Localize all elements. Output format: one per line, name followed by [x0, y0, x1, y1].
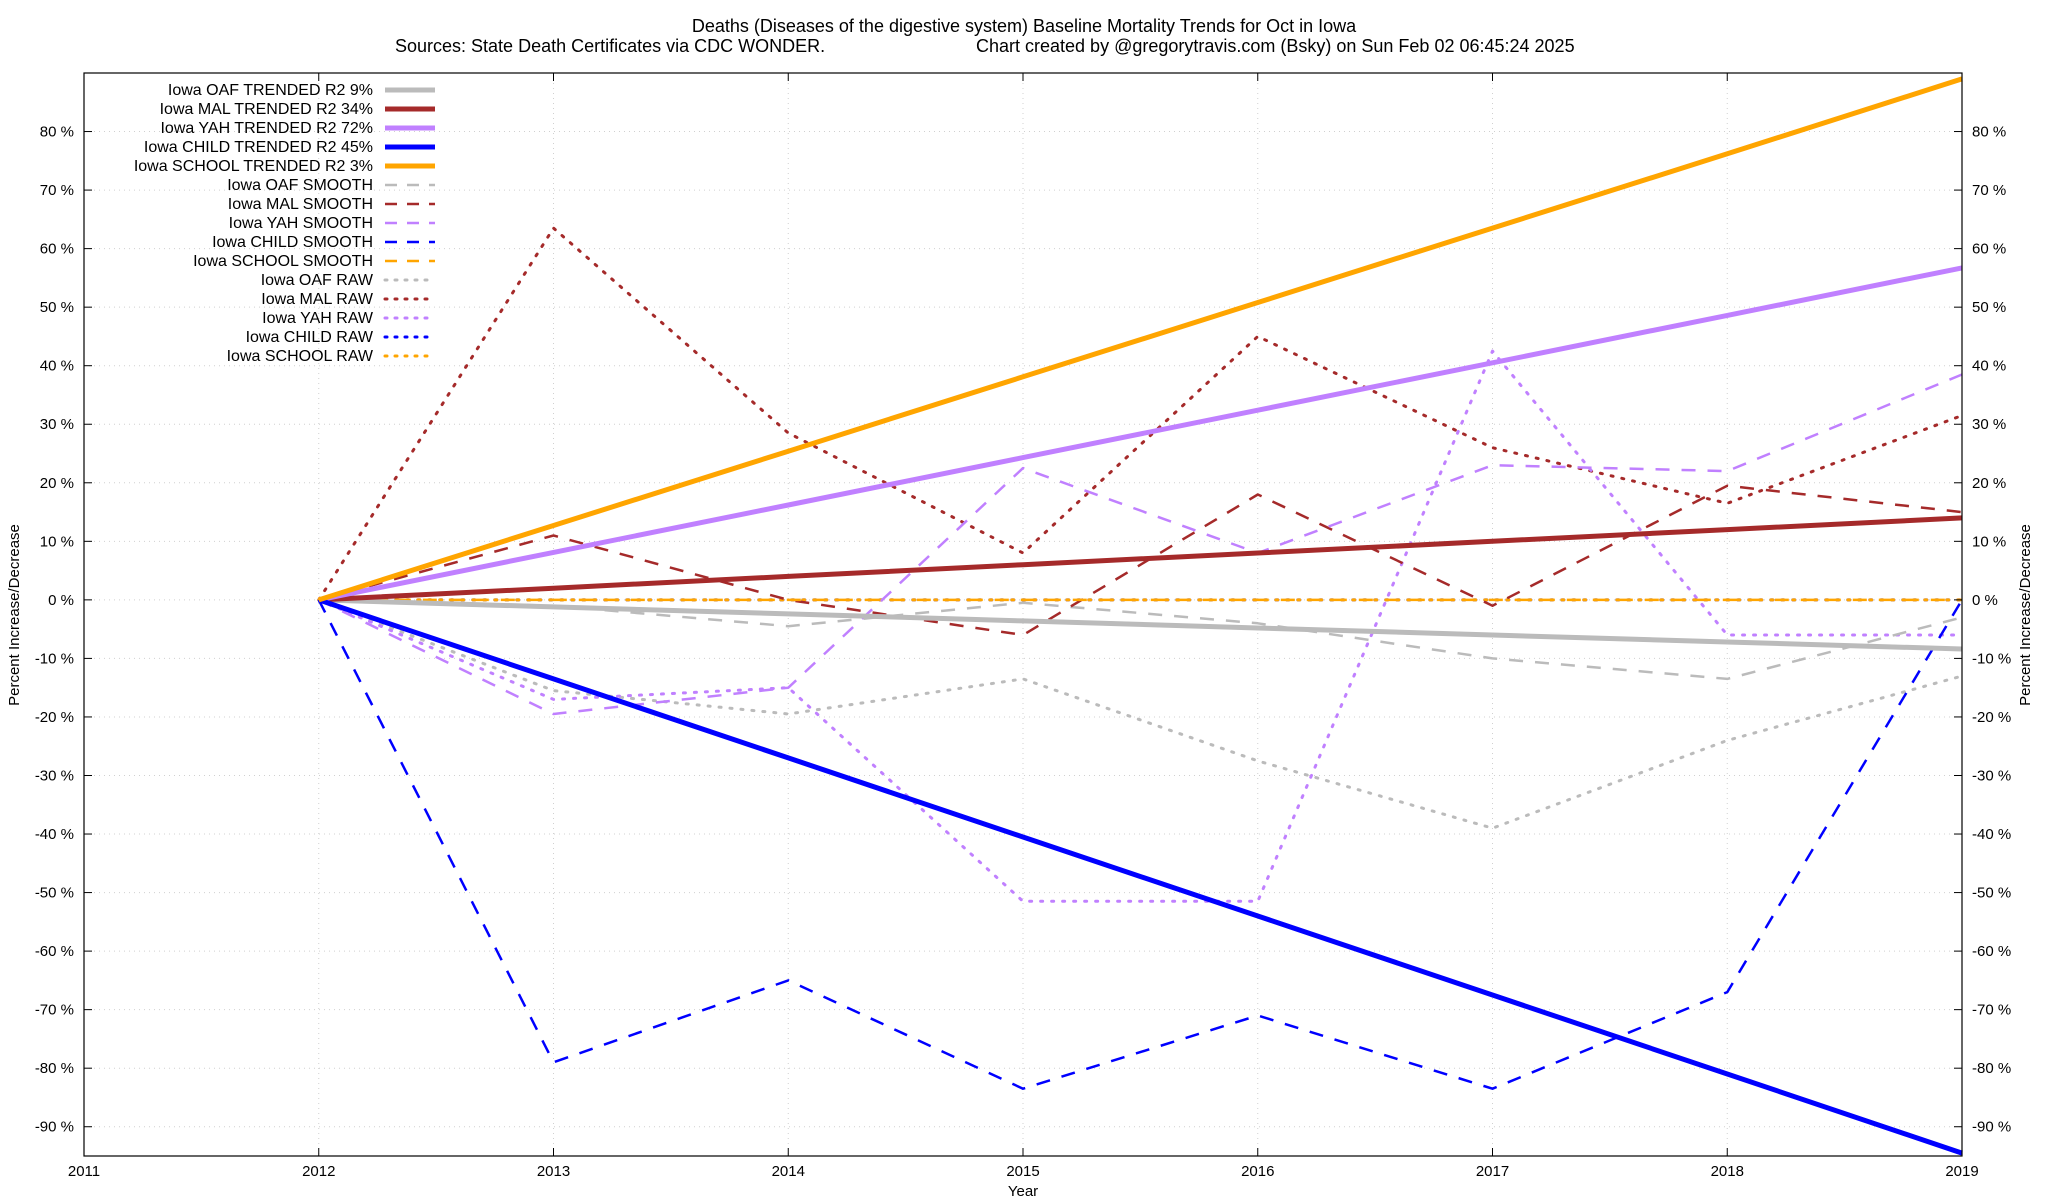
y-tick-label-right: 10 % [1972, 533, 2006, 550]
series-line-iowa-mal-smooth [318, 484, 1963, 637]
legend-label: Iowa MAL SMOOTH [228, 196, 373, 213]
y-tick-label-left: 10 % [40, 533, 74, 550]
legend-label: Iowa OAF TRENDED R2 9% [168, 82, 373, 99]
chart-subtitle-sources: Sources: State Death Certificates via CD… [395, 36, 825, 56]
series-line-iowa-oaf-raw [317, 598, 1964, 830]
y-tick-label-left: 40 % [40, 358, 74, 375]
legend: Iowa OAF TRENDED R2 9% Iowa MAL TRENDED R… [134, 82, 437, 365]
y-tick-label-left: 20 % [40, 475, 74, 492]
y-tick-label-left: -20 % [35, 709, 74, 726]
series-line-iowa-child-smooth [317, 599, 1964, 1090]
series-line-iowa-child-trended-r2-45 [318, 597, 1963, 1156]
x-tick-label: 2012 [302, 1163, 335, 1180]
legend-label: Iowa CHILD SMOOTH [212, 234, 373, 251]
y-tick-label-left: -60 % [35, 943, 74, 960]
series-line-iowa-mal-raw [317, 226, 1964, 602]
y-tick-label-right: -90 % [1972, 1119, 2011, 1136]
series-line-iowa-yah-raw [317, 349, 1964, 903]
y-tick-label-left: -90 % [35, 1119, 74, 1136]
y-tick-label-left: -10 % [35, 650, 74, 667]
y-tick-label-right: 20 % [1972, 475, 2006, 492]
y-tick-label-left: 70 % [40, 182, 74, 199]
legend-label: Iowa YAH SMOOTH [229, 215, 373, 232]
x-tick-label: 2015 [1006, 1163, 1039, 1180]
y-tick-label-right: -30 % [1972, 767, 2011, 784]
legend-label: Iowa YAH TRENDED R2 72% [160, 120, 373, 137]
series-line-iowa-yah-trended-r2-72 [318, 265, 1963, 603]
series-line-iowa-school-trended-r2-3 [318, 76, 1963, 603]
legend-label: Iowa MAL RAW [261, 291, 374, 308]
x-tick-label: 2014 [772, 1163, 805, 1180]
chart-title: Deaths (Diseases of the digestive system… [692, 16, 1357, 36]
y-tick-label-right: -40 % [1972, 826, 2011, 843]
x-tick-label: 2016 [1241, 1163, 1274, 1180]
y-tick-label-left: 60 % [40, 241, 74, 258]
y-tick-label-left: 0 % [48, 592, 74, 609]
y-tick-label-right: 60 % [1972, 241, 2006, 258]
y-tick-label-right: -10 % [1972, 650, 2011, 667]
y-axis-label-left: Percent Increase/Decrease [6, 524, 23, 706]
legend-label: Iowa OAF RAW [261, 272, 374, 289]
legend-label: Iowa CHILD TRENDED R2 45% [144, 139, 373, 156]
y-tick-label-left: -80 % [35, 1060, 74, 1077]
y-tick-label-left: -50 % [35, 885, 74, 902]
y-tick-label-right: 70 % [1972, 182, 2006, 199]
y-tick-label-right: 0 % [1972, 592, 1998, 609]
y-tick-label-right: 80 % [1972, 124, 2006, 141]
y-axis-label-right: Percent Increase/Decrease [2017, 524, 2034, 706]
legend-label: Iowa CHILD RAW [246, 329, 374, 346]
legend-label: Iowa SCHOOL RAW [227, 348, 374, 365]
axis-ticks: 2011 2012 2013 2014 2015 2016 2017 2018 2019 -90 … [35, 73, 2011, 1180]
legend-label: Iowa MAL TRENDED R2 34% [160, 101, 373, 118]
x-axis-label: Year [1008, 1183, 1038, 1200]
y-tick-label-right: -70 % [1972, 1002, 2011, 1019]
series-layer [317, 76, 1964, 1156]
y-tick-label-right: 30 % [1972, 416, 2006, 433]
x-tick-label: 2019 [1945, 1163, 1978, 1180]
legend-label: Iowa OAF SMOOTH [227, 177, 373, 194]
y-tick-label-right: 40 % [1972, 358, 2006, 375]
x-tick-label: 2017 [1476, 1163, 1509, 1180]
legend-label: Iowa YAH RAW [262, 310, 374, 327]
series-line-iowa-mal-trended-r2-34 [318, 515, 1963, 603]
legend-label: Iowa SCHOOL TRENDED R2 3% [134, 158, 373, 175]
y-tick-label-right: 50 % [1972, 299, 2006, 316]
y-tick-label-right: -20 % [1972, 709, 2011, 726]
y-tick-label-right: -80 % [1972, 1060, 2011, 1077]
series-line-iowa-oaf-trended-r2-9 [318, 597, 1963, 652]
legend-label: Iowa SCHOOL SMOOTH [193, 253, 373, 270]
y-tick-label-left: -30 % [35, 767, 74, 784]
y-tick-label-left: 80 % [40, 124, 74, 141]
y-tick-label-left: 50 % [40, 299, 74, 316]
y-tick-label-right: -50 % [1972, 885, 2011, 902]
y-tick-label-right: -60 % [1972, 943, 2011, 960]
chart-subtitle-credit: Chart created by @gregorytravis.com (Bsk… [976, 36, 1575, 56]
x-tick-label: 2013 [537, 1163, 570, 1180]
y-tick-label-left: -40 % [35, 826, 74, 843]
y-tick-label-left: 30 % [40, 416, 74, 433]
x-tick-label: 2018 [1711, 1163, 1744, 1180]
x-tick-label: 2011 [68, 1163, 100, 1180]
series-line-iowa-yah-smooth [318, 373, 1963, 716]
y-tick-label-left: -70 % [35, 1002, 74, 1019]
